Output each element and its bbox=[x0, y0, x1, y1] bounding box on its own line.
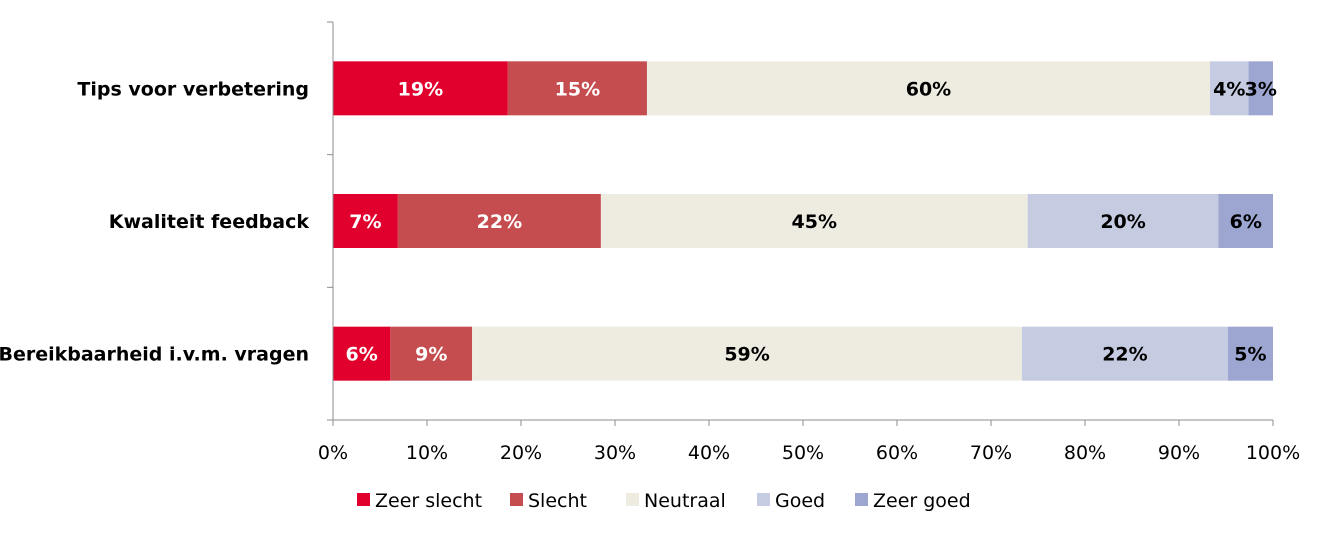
bar-segment-3-4 bbox=[1022, 326, 1228, 381]
x-tick-label-4: 40% bbox=[688, 442, 730, 464]
data-label-2-5: 6% bbox=[1230, 211, 1262, 233]
data-label-1-3: 60% bbox=[906, 78, 951, 100]
legend-swatch-4 bbox=[757, 493, 770, 506]
x-tick-label-3: 30% bbox=[594, 442, 636, 464]
data-label-1-2: 15% bbox=[555, 78, 600, 100]
data-label-1-1: 19% bbox=[398, 78, 443, 100]
data-label-2-4: 20% bbox=[1100, 211, 1145, 233]
legend-swatch-1 bbox=[357, 493, 370, 506]
bar-segment-1-3 bbox=[646, 61, 1211, 116]
x-tick-label-1: 10% bbox=[406, 442, 448, 464]
bar-segment-2-1 bbox=[333, 194, 398, 248]
x-tick-label-7: 70% bbox=[970, 442, 1012, 464]
data-label-3-3: 59% bbox=[724, 344, 769, 366]
x-tick-label-10: 100% bbox=[1246, 442, 1300, 464]
bar-segment-3-2 bbox=[390, 326, 473, 381]
bar-segment-3-3 bbox=[472, 326, 1023, 381]
data-label-2-2: 22% bbox=[477, 211, 522, 233]
bar-segment-2-4 bbox=[1027, 194, 1219, 248]
bar-segment-3-5 bbox=[1227, 326, 1273, 381]
data-label-3-1: 6% bbox=[346, 344, 378, 366]
legend-swatch-3 bbox=[626, 493, 639, 506]
data-label-3-4: 22% bbox=[1102, 344, 1147, 366]
data-label-3-5: 5% bbox=[1234, 344, 1266, 366]
legend-label-4: Goed bbox=[775, 490, 825, 512]
x-tick-label-9: 90% bbox=[1158, 442, 1200, 464]
data-label-1-5: 3% bbox=[1245, 78, 1277, 100]
x-tick-label-6: 60% bbox=[876, 442, 918, 464]
x-tick-label-0: 0% bbox=[318, 442, 348, 464]
bar-segment-3-1 bbox=[333, 326, 391, 381]
x-tick-label-5: 50% bbox=[782, 442, 824, 464]
category-label-3: Bereikbaarheid i.v.m. vragen bbox=[0, 344, 309, 366]
data-label-1-4: 4% bbox=[1213, 78, 1245, 100]
bar-segment-2-5 bbox=[1218, 194, 1273, 248]
legend-swatch-5 bbox=[855, 493, 868, 506]
legend-label-1: Zeer slecht bbox=[375, 490, 482, 512]
bar-segment-2-3 bbox=[600, 194, 1028, 248]
bar-segment-2-2 bbox=[397, 194, 601, 248]
data-label-2-1: 7% bbox=[349, 211, 381, 233]
legend-swatch-2 bbox=[510, 493, 523, 506]
category-label-1: Tips voor verbetering bbox=[77, 78, 309, 100]
bar-segment-1-4 bbox=[1210, 61, 1249, 116]
bar-segment-1-2 bbox=[507, 61, 647, 116]
category-label-2: Kwaliteit feedback bbox=[109, 211, 310, 233]
data-label-2-3: 45% bbox=[792, 211, 837, 233]
x-tick-label-2: 20% bbox=[500, 442, 542, 464]
x-tick-label-8: 80% bbox=[1064, 442, 1106, 464]
legend-label-5: Zeer goed bbox=[873, 490, 971, 512]
bar-segment-1-1 bbox=[333, 61, 508, 116]
legend-label-2: Slecht bbox=[528, 490, 587, 512]
bar-segment-1-5 bbox=[1248, 61, 1273, 116]
legend-label-3: Neutraal bbox=[644, 490, 726, 512]
data-label-3-2: 9% bbox=[415, 344, 447, 366]
